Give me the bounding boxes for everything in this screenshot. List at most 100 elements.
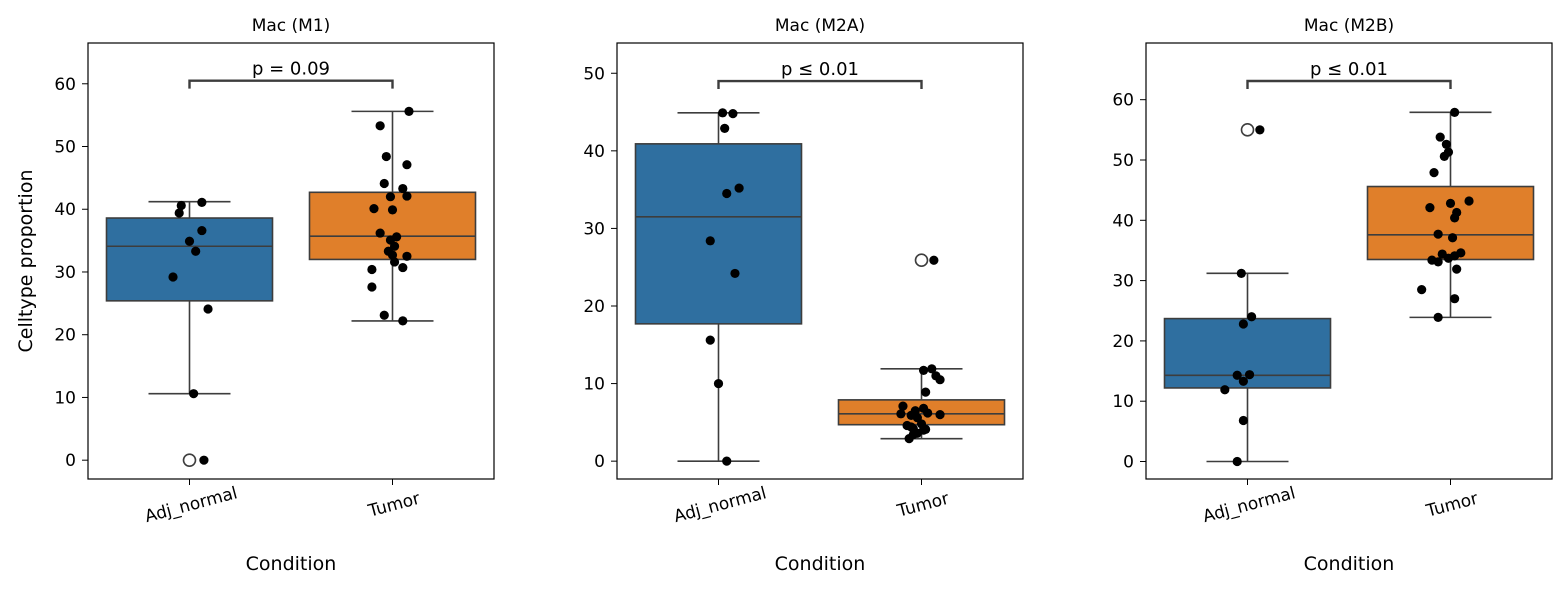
y-tick-label: 0 [594,452,605,472]
data-point [176,200,186,211]
chart-title: Mac (M1) [252,16,331,36]
data-point [369,204,379,214]
data-point [1220,385,1230,395]
x-tick-label-adj-normal: Adj_normal [143,483,240,527]
data-point [705,335,715,345]
data-point [168,272,178,282]
box-adj-normal [634,143,803,325]
data-point [174,208,184,218]
data-point [1435,132,1445,142]
plot-frame [616,42,1024,480]
chart-title: Mac (M2A) [775,16,865,36]
data-point [1247,312,1257,322]
data-point [197,197,207,207]
data-point [199,455,209,465]
x-tick-label-tumor: Tumor [365,489,422,522]
data-point [375,121,385,131]
data-point [1450,213,1460,223]
data-point [189,389,199,399]
data-point [935,375,945,385]
y-tick-label: 40 [1112,211,1134,231]
chart-panel-1: 0 10 20 30 40 50 60 Adj_normal Tumor p = 0.09 Mac … [15,16,495,575]
y-tick-label: 10 [54,388,76,408]
data-point [921,387,931,397]
data-point [921,424,931,434]
x-axis-title: Condition [1304,553,1395,575]
significance-label: p ≤ 0.01 [1310,59,1388,80]
x-axis-title: Condition [775,553,866,575]
data-point [730,268,740,279]
data-point [1450,294,1460,304]
data-point [398,262,408,273]
data-point [379,178,389,189]
data-point [1238,376,1248,386]
plot-frame [1145,42,1553,480]
y-tick-label: 50 [1112,151,1134,171]
y-tick-label: 20 [54,326,76,346]
data-point [191,246,201,256]
box-adj-normal [105,217,274,302]
data-point [718,108,728,118]
data-point [197,225,207,236]
significance-bracket [717,79,923,90]
y-tick-label: 0 [1123,453,1134,473]
outlier-marker [914,253,929,268]
data-point [1439,151,1449,161]
y-tick-label: 40 [583,142,605,162]
data-point [734,183,744,193]
x-tick-label-tumor: Tumor [1423,489,1480,522]
data-point [1425,203,1435,213]
data-point [1236,268,1246,278]
outlier-marker [182,453,197,467]
data-point [935,410,945,420]
chart-panel-2: 0 10 20 30 40 50 Adj_normal Tumor p ≤ 0.01 Mac (M… [583,16,1024,575]
y-tick-label: 20 [583,297,605,317]
x-tick-label-tumor: Tumor [894,489,951,522]
data-point [1445,198,1456,209]
data-point [1433,312,1443,322]
data-point [927,364,937,374]
data-point [385,192,396,202]
data-point [389,241,400,251]
data-point [898,401,908,411]
significance-bracket [1246,79,1452,89]
data-point [184,236,195,246]
data-point [918,365,929,375]
data-point [906,422,916,432]
data-point [904,434,914,444]
data-point [1464,196,1474,206]
y-tick-label: 50 [54,138,76,158]
data-point [722,456,732,466]
chart-panel-3: 0 10 20 30 40 50 60 Adj_normal Tumor p ≤ 0.01 Mac … [1112,16,1553,575]
data-point [1452,264,1462,274]
data-point [720,123,730,133]
y-tick-label: 60 [1112,91,1134,111]
data-point [375,228,385,238]
y-tick-label: 40 [54,200,76,220]
data-point [379,310,389,320]
data-point [203,304,213,314]
y-tick-label: 30 [583,219,605,239]
x-tick-label-adj-normal: Adj_normal [672,483,769,527]
data-point [1447,233,1458,243]
data-point [402,160,412,170]
significance-label: p ≤ 0.01 [781,59,859,80]
chart-title: Mac (M2B) [1304,16,1394,36]
data-point [713,378,724,389]
data-point [896,409,906,419]
data-point [387,250,398,260]
y-tick-label: 30 [54,263,76,283]
y-axis-title: Celltype proportion [15,170,37,353]
x-tick-label-adj-normal: Adj_normal [1201,483,1298,527]
significance-label: p = 0.09 [252,59,330,80]
data-point [402,251,412,261]
data-point [387,205,398,215]
data-point [402,191,412,201]
data-point [929,255,939,265]
data-point [404,106,414,116]
data-point [367,264,377,275]
data-point [728,108,738,119]
data-point [1238,415,1248,426]
data-point [398,183,408,194]
data-point [381,151,391,162]
